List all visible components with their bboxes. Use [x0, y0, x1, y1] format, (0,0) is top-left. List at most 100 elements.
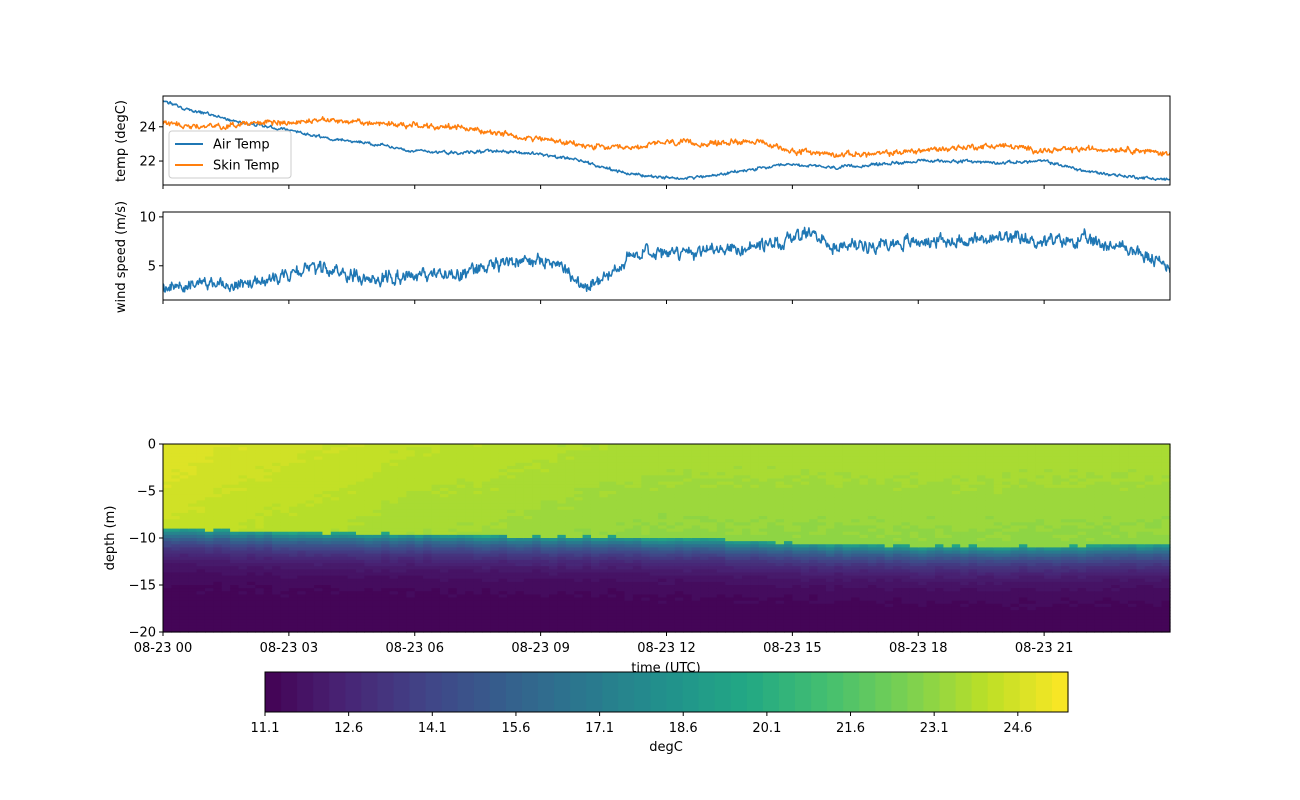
heatmap-cell: [314, 622, 324, 627]
heatmap-cell: [809, 538, 819, 542]
heatmap-cell: [540, 522, 550, 527]
heatmap-cell: [448, 547, 458, 552]
heatmap-cell: [381, 503, 391, 508]
heatmap-cell: [825, 613, 835, 617]
heatmap-cell: [381, 575, 391, 580]
heatmap-cell: [356, 610, 365, 614]
heatmap-cell: [204, 606, 214, 611]
heatmap-cell: [582, 597, 592, 602]
heatmap-cell: [624, 531, 634, 536]
heatmap-cell: [649, 563, 659, 567]
heatmap-cell: [540, 481, 550, 486]
heatmap-cell: [716, 484, 726, 489]
heatmap-cell: [196, 494, 206, 498]
heatmap-cell: [658, 603, 668, 608]
heatmap-cell: [549, 600, 559, 605]
heatmap-cell: [397, 553, 407, 558]
heatmap-cell: [213, 528, 223, 533]
heatmap-cell: [213, 500, 223, 505]
heatmap-cell: [809, 544, 819, 548]
heatmap-cell: [532, 566, 542, 570]
heatmap-cell: [792, 559, 802, 564]
heatmap-cell: [221, 469, 231, 473]
heatmap-cell: [196, 622, 206, 627]
heatmap-cell: [322, 559, 332, 564]
heatmap-cell: [683, 503, 693, 508]
heatmap-cell: [431, 553, 441, 558]
heatmap-cell: [381, 472, 391, 476]
heatmap-cell: [171, 566, 181, 570]
heatmap-cell: [708, 506, 718, 511]
heatmap-cell: [339, 494, 349, 498]
heatmap-cell: [607, 569, 617, 574]
heatmap-cell: [238, 610, 248, 614]
heatmap-cell: [549, 522, 559, 527]
heatmap-cell: [825, 506, 835, 511]
heatmap-cell: [431, 444, 441, 448]
heatmap-cell: [825, 516, 835, 520]
heatmap-cell: [775, 503, 785, 508]
heatmap-cell: [817, 619, 827, 624]
heatmap-cell: [171, 594, 181, 599]
heatmap-cell: [288, 450, 298, 454]
heatmap-cell: [758, 484, 768, 489]
heatmap-cell: [288, 581, 298, 586]
heatmap-cell: [557, 450, 567, 454]
heatmap-cell: [775, 469, 785, 473]
heatmap-cell: [750, 534, 760, 539]
heatmap-cell: [767, 465, 777, 470]
heatmap-cell: [842, 465, 852, 470]
heatmap-cell: [565, 484, 575, 489]
heatmap-cell: [758, 447, 768, 451]
heatmap-cell: [196, 553, 206, 558]
heatmap-cell: [448, 559, 458, 564]
heatmap-cell: [473, 622, 483, 627]
heatmap-cell: [716, 544, 726, 548]
heatmap-cell: [473, 578, 483, 583]
heatmap-cell: [238, 503, 248, 508]
heatmap-cell: [842, 578, 852, 583]
heatmap-cell: [196, 522, 206, 527]
heatmap-cell: [179, 497, 189, 501]
heatmap-cell: [263, 459, 273, 464]
heatmap-cell: [817, 544, 827, 548]
heatmap-cell: [758, 606, 768, 611]
heatmap-cell: [230, 484, 240, 489]
heatmap-cell: [238, 566, 248, 570]
heatmap-cell: [557, 487, 567, 492]
heatmap-cell: [649, 528, 659, 533]
heatmap-cell: [842, 606, 852, 611]
heatmap-cell: [700, 478, 710, 483]
heatmap-cell: [607, 591, 617, 595]
heatmap-cell: [431, 525, 441, 530]
heatmap-cell: [230, 566, 240, 570]
heatmap-cell: [515, 500, 525, 505]
heatmap-cell: [473, 625, 483, 630]
heatmap-cell: [700, 603, 710, 608]
heatmap-cell: [523, 472, 533, 476]
heatmap-cell: [742, 506, 752, 511]
heatmap-cell: [549, 588, 559, 592]
heatmap-cell: [288, 503, 298, 508]
heatmap-cell: [809, 556, 819, 561]
heatmap-cell: [347, 556, 357, 561]
heatmap-cell: [272, 581, 282, 586]
heatmap-cell: [288, 616, 298, 621]
heatmap-cell: [481, 484, 491, 489]
heatmap-cell: [322, 503, 332, 508]
heatmap-cell: [179, 566, 189, 570]
heatmap-cell: [364, 500, 374, 505]
heatmap-cell: [523, 613, 533, 617]
heatmap-cell: [179, 531, 189, 536]
heatmap-cell: [280, 462, 290, 467]
heatmap-cell: [674, 625, 684, 630]
heatmap-cell: [230, 450, 240, 454]
heatmap-cell: [330, 531, 340, 536]
heatmap-cell: [649, 475, 659, 480]
heatmap-cell: [431, 588, 441, 592]
heatmap-cell: [414, 603, 424, 608]
heatmap-cell: [733, 534, 743, 539]
heatmap-cell: [590, 509, 600, 514]
heatmap-cell: [624, 447, 634, 451]
heatmap-cell: [305, 613, 315, 617]
